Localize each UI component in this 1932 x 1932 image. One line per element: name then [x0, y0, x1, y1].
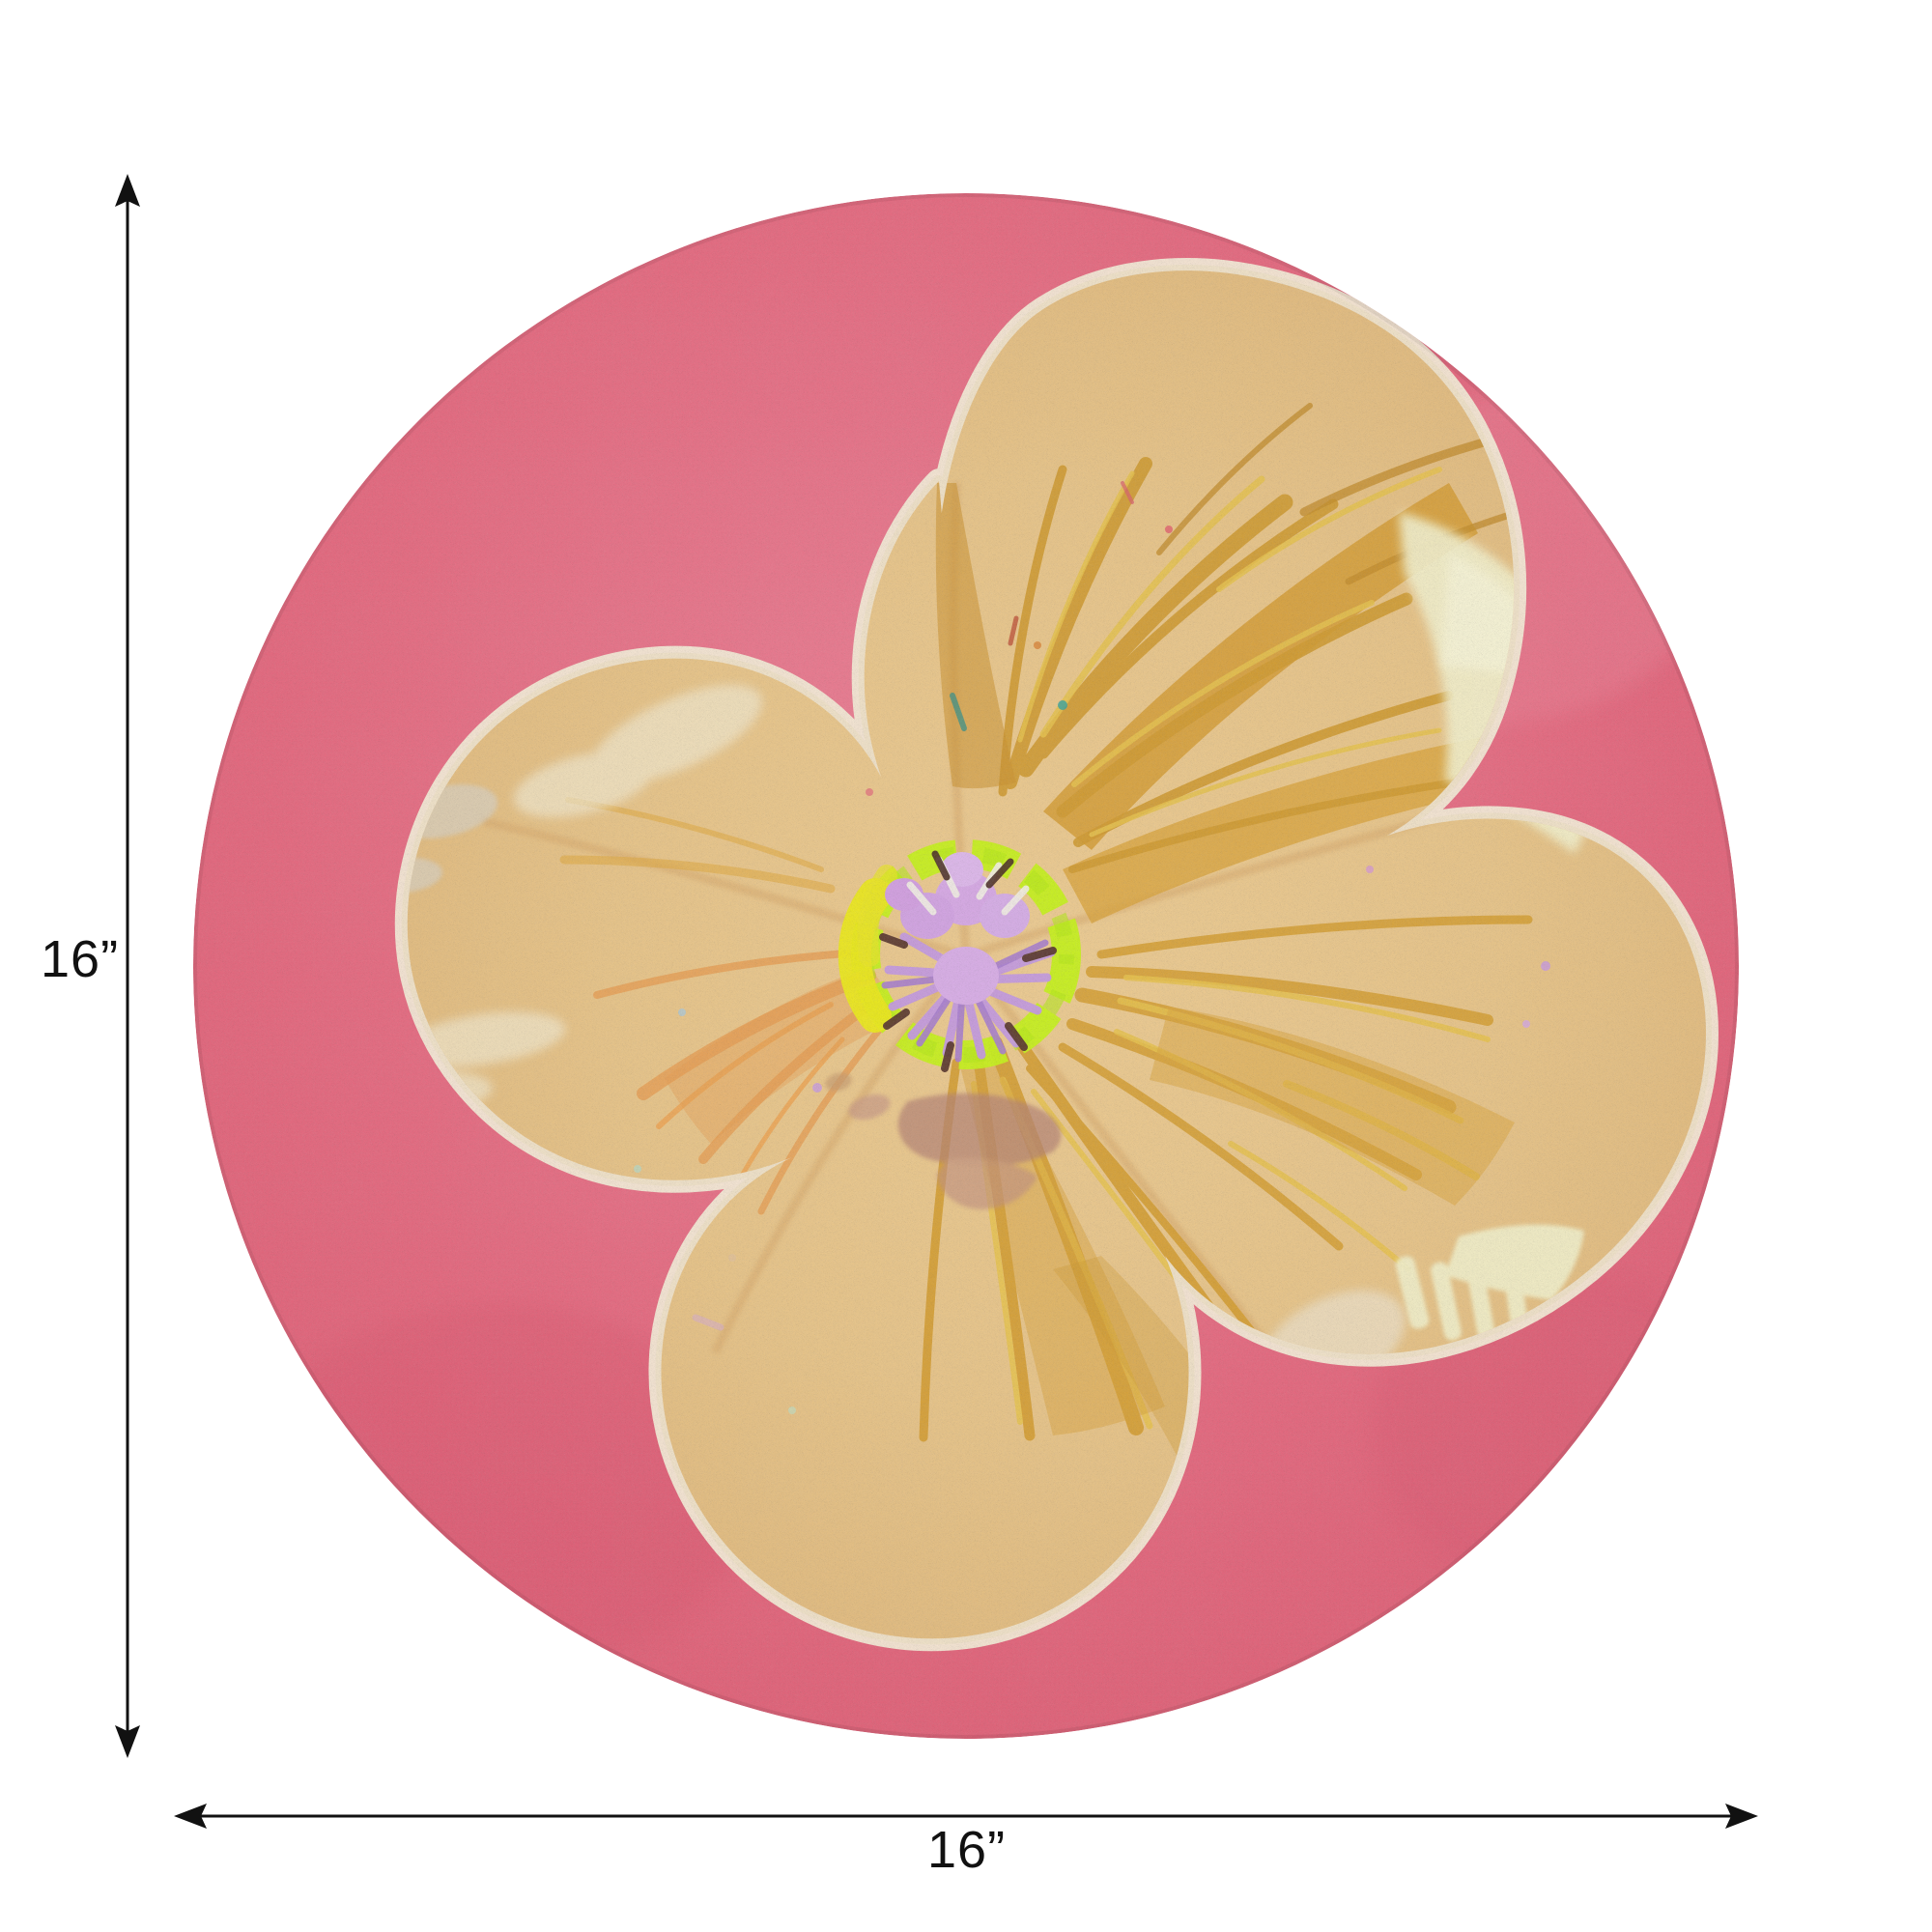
placemat-artwork	[193, 193, 1739, 1739]
height-dimension-label: 16”	[41, 930, 120, 988]
width-dimension-label: 16”	[927, 1821, 1007, 1879]
placemat-disk	[193, 193, 1739, 1739]
flower-illustration	[193, 193, 1739, 1739]
width-dimension-arrow	[174, 1804, 1758, 1829]
canvas-texture	[193, 193, 1739, 1739]
height-dimension-arrow	[115, 174, 140, 1758]
